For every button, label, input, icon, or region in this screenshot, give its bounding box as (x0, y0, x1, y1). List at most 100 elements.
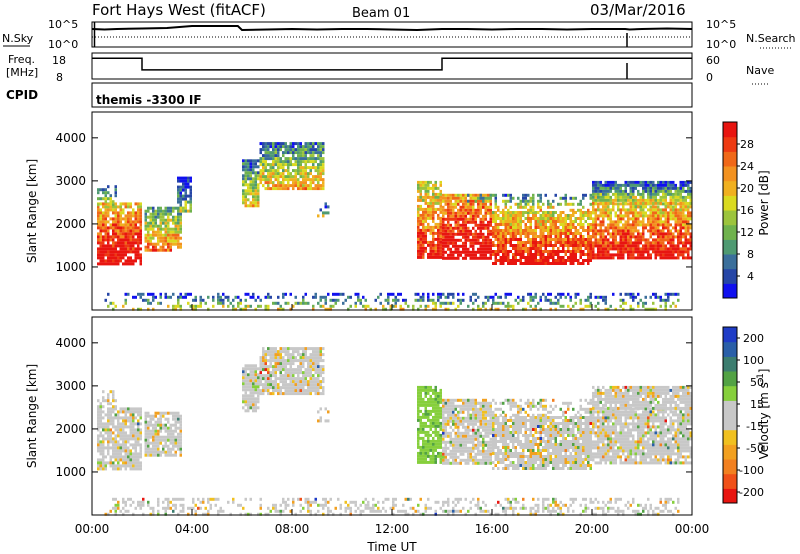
range-gate-cell (499, 211, 502, 214)
range-gate-cell (684, 201, 687, 205)
range-gate-cell (654, 183, 657, 187)
range-gate-cell (279, 350, 282, 354)
range-gate-cell (599, 195, 602, 199)
range-gate-cell (452, 292, 455, 296)
range-gate-cell (557, 262, 560, 265)
range-gate-cell (629, 304, 632, 308)
range-gate-cell (267, 154, 270, 158)
range-gate-cell (629, 211, 632, 215)
range-gate-cell (559, 295, 562, 299)
range-gate-cell (137, 452, 140, 456)
range-gate-cell (272, 160, 275, 164)
range-gate-cell (487, 235, 490, 239)
range-gate-cell (132, 419, 135, 423)
range-gate-cell (319, 407, 322, 411)
range-gate-cell (417, 183, 420, 187)
range-gate-cell (669, 304, 672, 308)
range-gate-cell (582, 205, 585, 209)
range-gate-cell (152, 236, 155, 240)
range-gate-cell (424, 216, 427, 220)
range-gate-cell (192, 298, 195, 302)
range-gate-cell (639, 180, 642, 184)
range-gate-cell (124, 205, 127, 209)
range-gate-cell (532, 307, 535, 311)
range-gate-cell (104, 194, 107, 198)
range-gate-cell (604, 226, 607, 230)
range-gate-cell (99, 431, 102, 435)
range-gate-cell (539, 307, 542, 311)
range-gate-cell (167, 432, 170, 436)
range-gate-cell (314, 148, 317, 152)
range-gate-cell (679, 189, 682, 193)
range-gate-cell (247, 162, 250, 166)
range-gate-cell (124, 413, 127, 417)
range-gate-cell (277, 392, 280, 396)
range-gate-cell (262, 356, 265, 360)
range-gate-cell (544, 241, 547, 244)
range-gate-cell (117, 440, 120, 444)
range-gate-cell (544, 223, 547, 226)
range-gate-cell (304, 350, 307, 354)
range-gate-cell (159, 411, 162, 415)
range-gate-cell (524, 241, 527, 244)
range-gate-cell (589, 229, 592, 232)
range-gate-cell (162, 212, 165, 216)
range-gate-cell (282, 359, 285, 363)
range-gate-cell (534, 304, 537, 308)
range-gate-cell (554, 220, 557, 223)
range-gate-cell (99, 419, 102, 423)
range-gate-cell (589, 235, 592, 238)
range-gate-cell (479, 241, 482, 245)
range-gate-cell (272, 148, 275, 152)
range-gate-cell (312, 362, 315, 366)
range-gate-cell (599, 250, 602, 254)
range-gate-cell (114, 467, 117, 471)
range-gate-cell (672, 238, 675, 242)
range-gate-cell (614, 247, 617, 251)
range-gate-cell (624, 201, 627, 205)
range-gate-cell (297, 347, 300, 351)
range-gate-cell (422, 451, 425, 455)
range-gate-cell (652, 183, 655, 187)
range-gate-cell (164, 224, 167, 228)
range-gate-cell (102, 259, 105, 263)
range-gate-cell (307, 371, 310, 375)
range-gate-cell (552, 259, 555, 262)
range-gate-cell (292, 356, 295, 360)
range-gate-cell (159, 248, 162, 252)
range-gate-cell (652, 301, 655, 305)
range-gate-cell (169, 411, 172, 415)
range-gate-cell (532, 241, 535, 244)
range-gate-cell (459, 217, 462, 221)
range-gate-cell (419, 243, 422, 247)
range-gate-cell (679, 226, 682, 230)
range-gate-cell (169, 432, 172, 436)
range-gate-cell (599, 235, 602, 239)
range-gate-cell (272, 151, 275, 155)
range-gate-cell (122, 407, 125, 411)
range-gate-cell (324, 298, 327, 302)
range-gate-cell (114, 223, 117, 227)
range-gate-cell (627, 220, 630, 224)
range-gate-cell (489, 223, 492, 227)
range-gate-cell (112, 461, 115, 465)
range-gate-cell (597, 223, 600, 227)
range-gate-cell (529, 211, 532, 214)
range-gate-cell (604, 180, 607, 184)
range-gate-cell (179, 304, 182, 308)
range-gate-cell (132, 211, 135, 215)
range-gate-cell (484, 217, 487, 221)
range-gate-cell (542, 202, 545, 206)
range-gate-cell (299, 365, 302, 369)
range-gate-cell (527, 250, 530, 253)
range-gate-cell (157, 453, 160, 457)
range-gate-cell (104, 211, 107, 215)
range-gate-cell (309, 392, 312, 396)
range-gate-cell (99, 250, 102, 254)
range-gate-cell (127, 202, 130, 206)
range-gate-cell (247, 304, 250, 308)
range-gate-cell (257, 406, 260, 410)
range-gate-cell (564, 220, 567, 223)
range-gate-cell (119, 247, 122, 251)
range-gate-cell (559, 256, 562, 259)
